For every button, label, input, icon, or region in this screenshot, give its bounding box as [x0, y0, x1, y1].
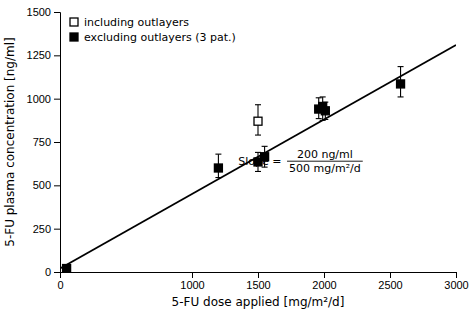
y-axis-tick: 1250: [27, 49, 60, 61]
point: [321, 107, 329, 115]
x-axis-tick-mark: [456, 272, 457, 278]
x-axis-tick-label: 2000: [312, 279, 336, 291]
annotation-denominator: 500 mg/m²/d: [289, 162, 361, 175]
error-bar: [255, 105, 261, 135]
x-axis-tick: 2000: [312, 272, 336, 291]
error-bar: [215, 154, 221, 177]
error-bar-cap-low: [398, 96, 404, 97]
x-axis-tick-mark: [324, 272, 325, 278]
legend-symbol: [70, 33, 78, 41]
y-axis-tick-mark: [54, 142, 60, 143]
legend-label: including outlayers: [84, 16, 189, 29]
y-axis-tick-label: 250: [33, 223, 51, 235]
y-axis-tick-mark: [54, 272, 60, 273]
y-axis-tick-mark: [54, 55, 60, 56]
plot: 0 1000 1500 2000 2500 3000 0 250 500 750 1000 1250 1…: [27, 6, 469, 291]
x-axis-tick: 1500: [246, 272, 270, 291]
y-axis-tick: 250: [33, 223, 60, 235]
y-axis-tick-mark: [54, 229, 60, 230]
x-axis-tick-label: 0: [57, 279, 63, 291]
x-axis-tick-mark: [192, 272, 193, 278]
legend-label: excluding outlayers (3 pat.): [84, 31, 236, 44]
x-axis: 0 1000 1500 2000 2500 3000: [57, 272, 468, 291]
point: [254, 117, 262, 125]
error-bar-cap-low: [322, 119, 328, 120]
point: [63, 265, 71, 272]
error-bar-cap-high: [255, 104, 261, 105]
y-axis-tick: 1000: [27, 93, 60, 105]
regression-line: [60, 45, 456, 269]
error-bar-cap-low: [215, 177, 221, 178]
fraction-line: [287, 161, 363, 162]
x-axis-tick: 2500: [378, 272, 402, 291]
y-axis-tick: 1500: [27, 6, 60, 18]
x-axis-tick-mark: [258, 272, 259, 278]
slope-annotation: 200 ng/ml500 mg/m²/d Slope =: [238, 148, 362, 175]
error-bar-cap-low: [255, 171, 261, 172]
y-axis-tick-mark: [54, 99, 60, 100]
x-axis-line: [61, 273, 457, 279]
y-axis-tick-mark: [54, 12, 60, 13]
x-axis-tick-label: 2500: [378, 279, 402, 291]
marks: [60, 45, 456, 272]
legend-symbol: [70, 18, 78, 26]
point: [397, 80, 405, 88]
x-axis-tick-label: 1000: [180, 279, 204, 291]
annotation-numerator: 200 ng/ml: [297, 148, 353, 161]
y-axis-title: 5-FU plasma concentration [ng/ml]: [3, 37, 17, 246]
y-axis-tick: 500: [33, 179, 60, 191]
y-axis-tick: 750: [33, 136, 60, 148]
error-bar-cap-low: [316, 118, 322, 119]
x-axis-title: 5-FU dose applied [mg/m²/d]: [172, 295, 345, 309]
error-bar-cap-high: [320, 96, 326, 97]
legend-item: excluding outlayers (3 pat.): [70, 31, 236, 44]
chart: 0 1000 1500 2000 2500 3000 0 250 500 750 1000 1250 1…: [0, 0, 474, 312]
point: [214, 164, 222, 172]
x-axis-tick-label: 3000: [444, 279, 468, 291]
error-bar-cap-high: [398, 66, 404, 67]
y-axis-tick-label: 1500: [27, 6, 51, 18]
error-bar-cap-high: [262, 146, 268, 147]
x-axis-tick: 3000: [444, 272, 468, 291]
y-axis-line: [54, 13, 61, 273]
series: [63, 67, 405, 272]
x-axis-tick: 0: [57, 272, 63, 291]
y-axis: 0 250 500 750 1000 1250 1500: [27, 6, 61, 278]
legend: including outlayers excluding outlayers (…: [70, 16, 236, 44]
error-bar: [322, 102, 328, 119]
y-axis-tick-label: 0: [45, 266, 51, 278]
x-axis-tick: 1000: [180, 272, 204, 291]
y-axis-tick-label: 1250: [27, 49, 51, 61]
annotation-label: Slope =: [238, 155, 285, 168]
x-axis-tick-mark: [390, 272, 391, 278]
legend-item: including outlayers: [70, 16, 189, 29]
x-axis-tick-label: 1500: [246, 279, 270, 291]
error-bar: [398, 67, 404, 97]
error-bar-cap-high: [215, 154, 221, 155]
error-bar-cap-low: [255, 135, 261, 136]
y-axis-tick-label: 500: [33, 179, 51, 191]
error-bar-cap-high: [322, 102, 328, 103]
series: [254, 105, 262, 135]
y-axis-tick-label: 1000: [27, 93, 51, 105]
y-axis-tick-label: 750: [33, 136, 51, 148]
y-axis-tick-mark: [54, 185, 60, 186]
y-axis-tick: 0: [45, 266, 60, 278]
